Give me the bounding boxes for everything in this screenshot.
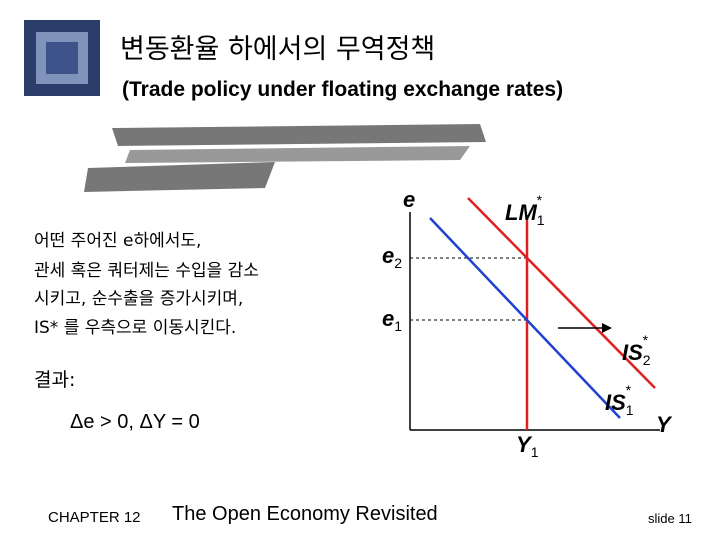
label-sub: 1 <box>531 444 539 460</box>
label-main: IS <box>605 390 626 415</box>
result: Δe > 0, ΔY = 0 <box>70 411 200 433</box>
y-axis-label: e <box>403 187 415 212</box>
e1-label: e1 <box>382 306 402 334</box>
is2-label: IS2 * <box>622 332 651 368</box>
chapter: CHAPTER 12 <box>48 509 141 526</box>
slide-number: slide 11 <box>648 511 692 526</box>
label-main: LM <box>505 200 537 225</box>
e2-label: e2 <box>382 243 402 271</box>
body-line: 어떤 주어진 e하에서도, <box>34 231 201 251</box>
is1-curve <box>429 217 621 419</box>
result-label: 결과: <box>34 369 75 391</box>
label-main: e <box>382 306 394 331</box>
label-main: e <box>382 243 394 268</box>
label-sub: 1 <box>394 318 402 334</box>
lm-label: LM1 * <box>505 192 545 228</box>
label-sub: 2 <box>394 255 402 271</box>
y1-label: Y1 <box>516 432 539 460</box>
label-sup: * <box>643 332 649 348</box>
label-sub: 1 <box>537 212 545 228</box>
body-text: 어떤 주어진 e하에서도, 관세 혹은 쿼터제는 수입을 감소 시키고, 순수출… <box>34 231 259 433</box>
diagram: e Y LM1* IS2* IS1* e2 e1 Y1 <box>382 187 673 460</box>
label-main: IS <box>622 340 643 365</box>
distorted-equation-image <box>84 124 486 192</box>
body-line: 시키고, 순수출을 증가시키며, <box>34 289 243 309</box>
label-sub: 1 <box>626 402 634 418</box>
logo <box>24 20 100 96</box>
book-title: The Open Economy Revisited <box>172 503 438 525</box>
body-line: 관세 혹은 쿼터제는 수입을 감소 <box>34 261 259 281</box>
body-line: IS* 를 우측으로 이동시킨다. <box>34 318 236 338</box>
subtitle: (Trade policy under floating exchange ra… <box>122 78 563 101</box>
title: 변동환율 하에서의 무역정책 <box>120 34 435 65</box>
is2-curve <box>467 197 656 389</box>
arrow-head <box>602 323 612 333</box>
label-sup: * <box>537 192 543 208</box>
is1-label: IS1 * <box>605 382 634 418</box>
label-sub: 2 <box>643 352 651 368</box>
x-axis-label: Y <box>656 412 673 437</box>
label-sup: * <box>626 382 632 398</box>
label-main: Y <box>516 432 533 457</box>
